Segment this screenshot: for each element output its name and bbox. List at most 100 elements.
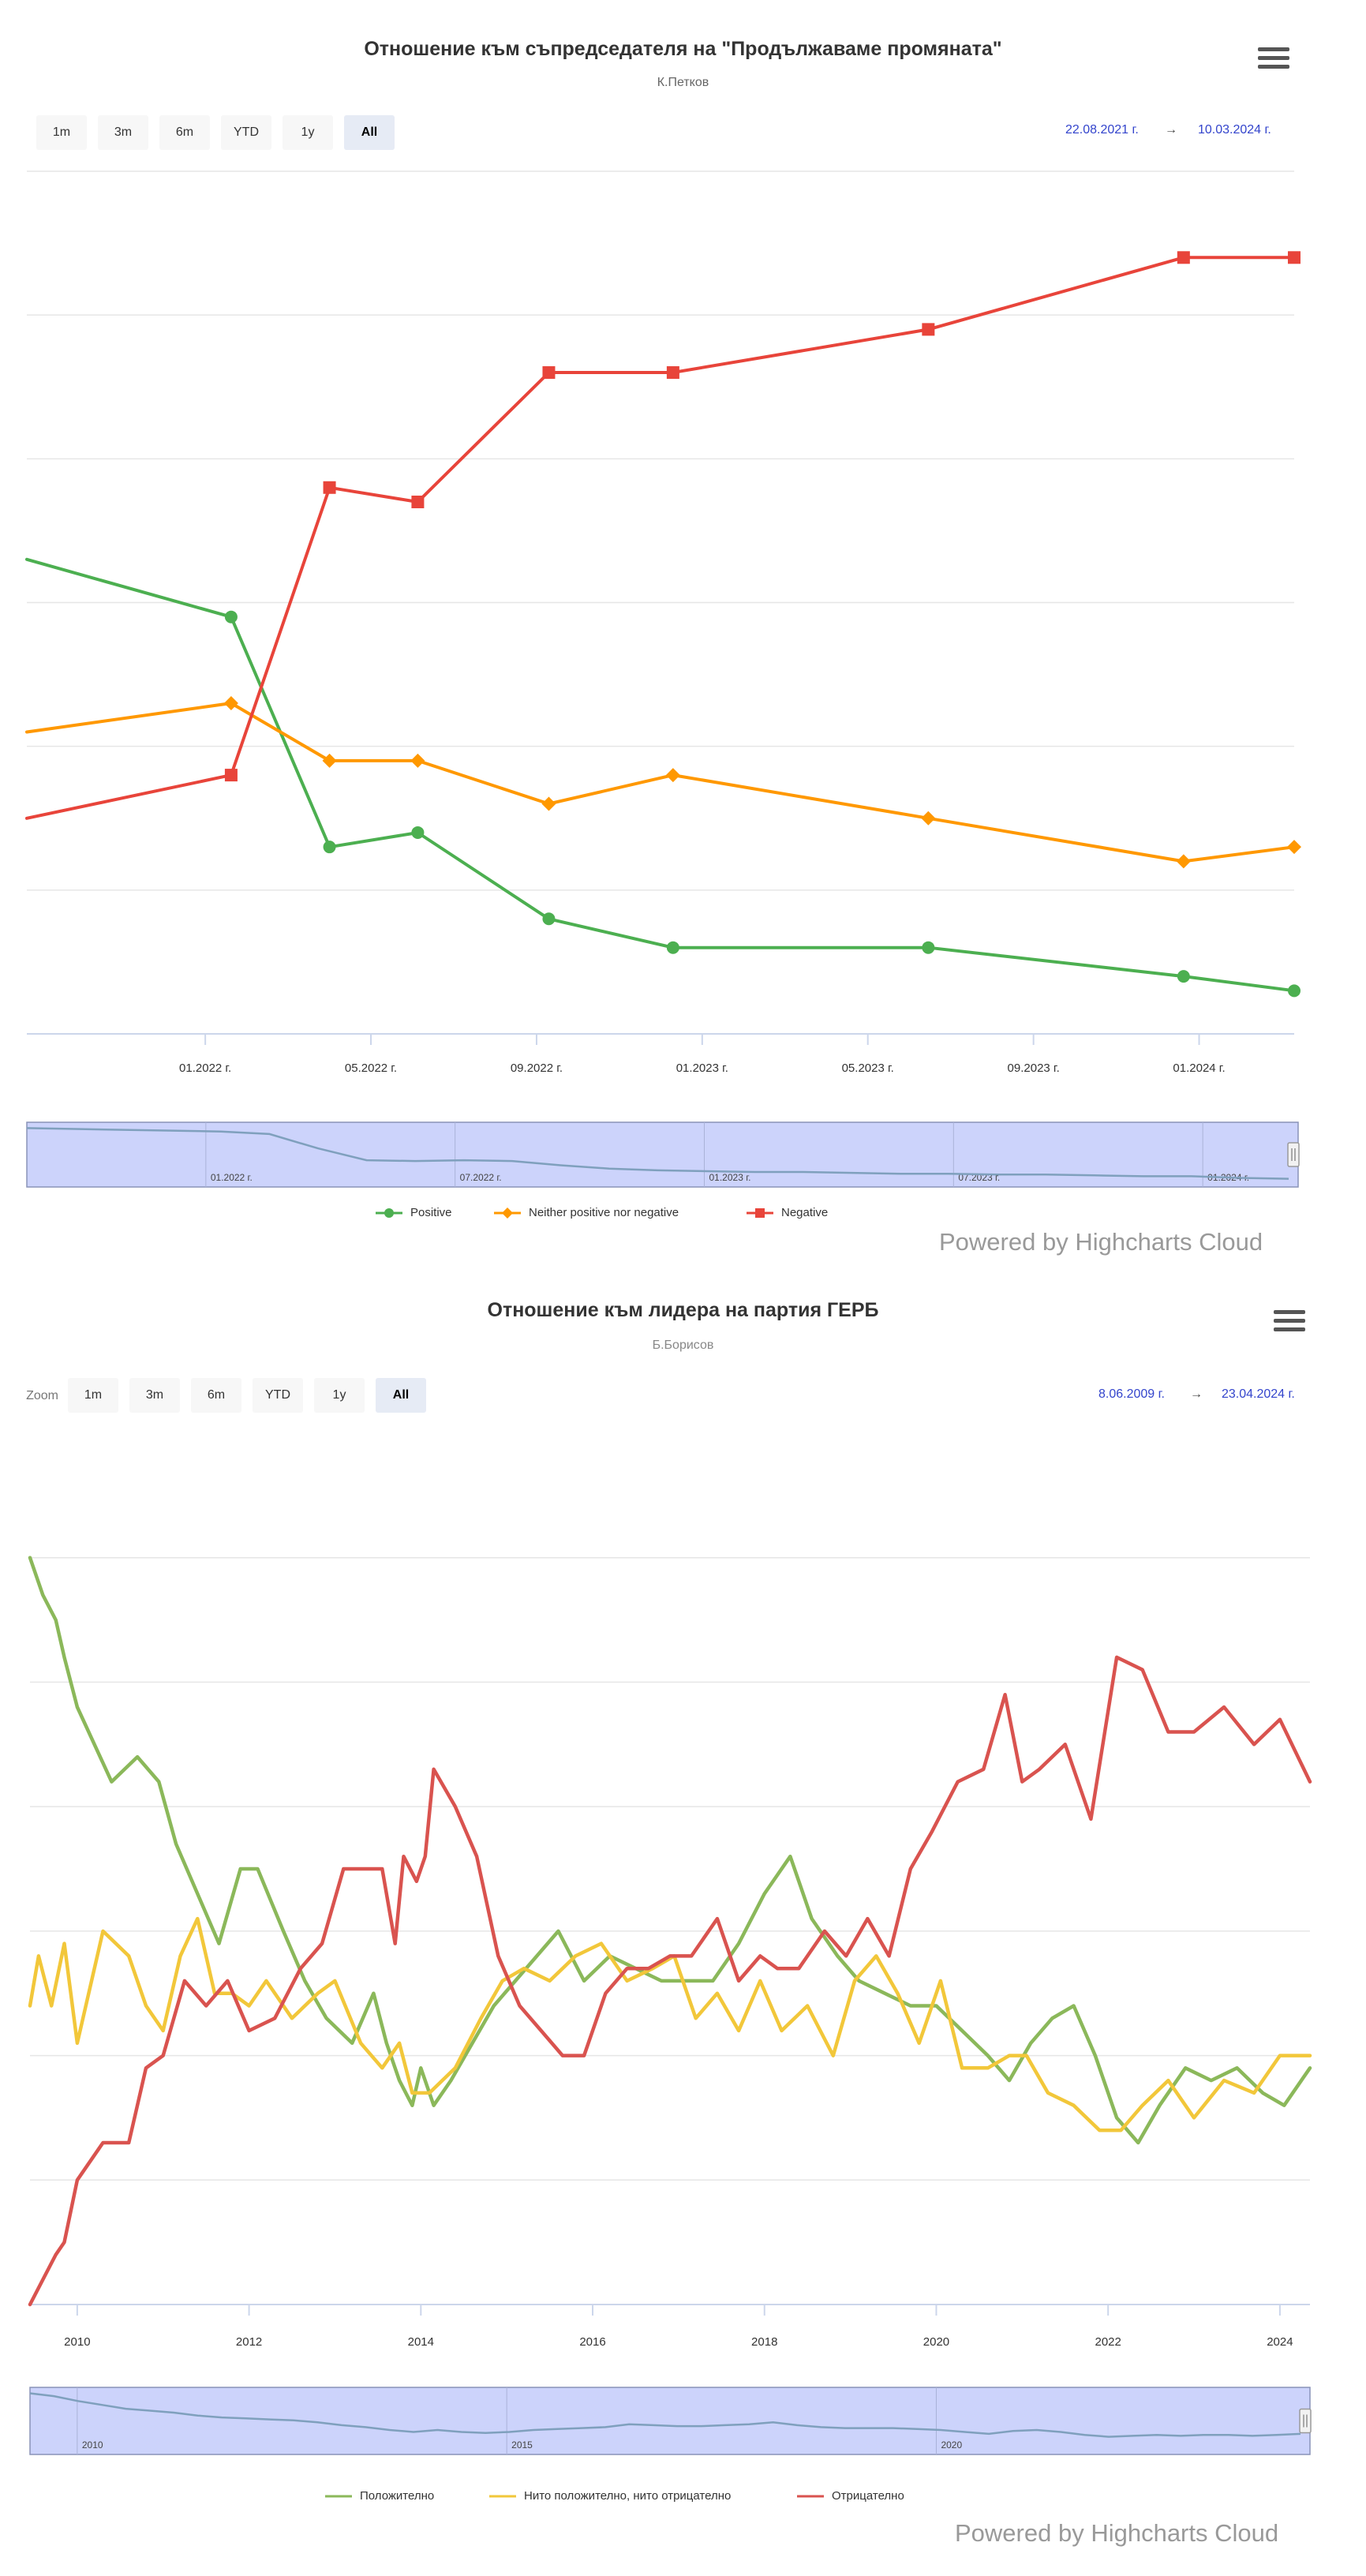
data-point	[323, 481, 336, 494]
data-point	[411, 826, 425, 839]
navigator-handle	[1299, 2408, 1312, 2434]
legend-item-neutral[interactable]: Нито положително, нито отрицателно	[489, 2489, 731, 2513]
data-point	[921, 811, 936, 826]
hamburger-menu-icon[interactable]	[1274, 1310, 1305, 1335]
legend-label: Отрицателно	[832, 2489, 904, 2503]
powered-by-link[interactable]: Powered by Highcharts Cloud	[955, 2519, 1279, 2547]
legend-item-negative[interactable]: Negative	[747, 1206, 828, 1230]
data-point	[322, 753, 337, 768]
data-point	[922, 941, 935, 954]
date-to-input[interactable]: 10.03.2024 г.	[1198, 123, 1271, 137]
navigator-series	[29, 2392, 1301, 2438]
data-point	[922, 323, 935, 336]
data-point	[224, 610, 238, 623]
plot-area: 2010 2012 2014 2016 2018 2020 2022 2024 2010 2015…	[28, 1556, 1312, 2455]
navigator-handle	[1287, 1142, 1300, 1167]
series-line-1	[28, 1916, 1312, 2132]
data-point	[542, 912, 556, 926]
data-point	[1287, 840, 1301, 855]
powered-by-link[interactable]: Powered by Highcharts Cloud	[939, 1228, 1263, 1256]
x-tick-label: 01.2024 г.	[1173, 1061, 1225, 1075]
range-button-1y[interactable]: 1y	[283, 115, 333, 150]
plot-area: 01.2022 г. 05.2022 г. 09.2022 г. 01.2023 г.…	[25, 170, 1301, 1188]
data-point	[1177, 970, 1190, 983]
range-button-6m[interactable]: 6m	[159, 115, 210, 150]
range-button-3m[interactable]: 3m	[129, 1378, 180, 1413]
x-tick-label: 2016	[579, 2335, 605, 2349]
legend-label: Положително	[360, 2489, 435, 2503]
date-to-input[interactable]: 23.04.2024 г.	[1222, 1387, 1295, 1401]
data-point	[1288, 251, 1301, 264]
navigator-label: 2010	[82, 2439, 103, 2451]
legend-item-negative[interactable]: Отрицателно	[797, 2489, 904, 2513]
x-tick-label: 2024	[1267, 2335, 1293, 2349]
range-button-1m[interactable]: 1m	[68, 1378, 118, 1413]
zoom-label: Zoom	[26, 1389, 58, 1402]
x-tick-label: 2018	[751, 2335, 777, 2349]
legend-label: Negative	[781, 1206, 829, 1219]
data-point	[541, 796, 556, 811]
range-button-all[interactable]: All	[344, 115, 395, 150]
range-button-all[interactable]: All	[376, 1378, 426, 1413]
data-point	[666, 941, 679, 954]
series-line-2	[25, 256, 1296, 820]
chart-title: Отношение към съпредседателя на "Продълж…	[364, 38, 1002, 60]
chart-subtitle: Б.Борисов	[652, 1339, 714, 1352]
legend-item-positive[interactable]: Positive	[376, 1206, 452, 1230]
data-point	[665, 768, 680, 783]
range-button-6m[interactable]: 6m	[191, 1378, 241, 1413]
hamburger-menu-icon[interactable]	[1258, 47, 1289, 73]
series-line-0	[28, 1556, 1312, 2145]
chart-panel-borisov: Отношение към лидера на партия ГЕРБ Б.Бо…	[0, 1279, 1366, 2576]
x-tick-label: 2014	[408, 2335, 434, 2349]
range-button-ytd[interactable]: YTD	[253, 1378, 303, 1413]
range-button-1y[interactable]: 1y	[314, 1378, 365, 1413]
x-tick-label: 05.2023 г.	[842, 1061, 894, 1075]
date-from-input[interactable]: 22.08.2021 г.	[1065, 123, 1139, 137]
legend-item-positive[interactable]: Положително	[325, 2489, 434, 2513]
data-point	[323, 841, 336, 854]
data-point	[411, 495, 425, 508]
data-point	[1177, 251, 1190, 264]
range-button-3m[interactable]: 3m	[98, 115, 148, 150]
x-tick-label: 2012	[236, 2335, 262, 2349]
navigator-label: 01.2023 г.	[709, 1172, 750, 1183]
date-separator: →	[1165, 123, 1177, 137]
legend: Положително Нито положително, нито отриц…	[0, 2489, 1366, 2513]
data-point	[1288, 984, 1301, 998]
legend-label: Positive	[410, 1206, 452, 1219]
navigator-series	[26, 1127, 1289, 1180]
legend-label: Neither positive nor negative	[529, 1206, 679, 1219]
navigator-mask	[29, 2387, 1311, 2455]
date-separator: →	[1190, 1387, 1203, 1401]
x-tick-label: 05.2022 г.	[345, 1061, 397, 1075]
navigator-label: 01.2022 г.	[211, 1172, 253, 1183]
navigator-label: 2020	[941, 2439, 962, 2451]
x-tick-label: 01.2023 г.	[676, 1061, 728, 1075]
data-point	[410, 753, 425, 768]
range-button-ytd[interactable]: YTD	[221, 115, 271, 150]
data-point	[223, 696, 238, 711]
x-tick-label: 2022	[1095, 2335, 1121, 2349]
navigator-label: 07.2022 г.	[460, 1172, 502, 1183]
series-line-2	[28, 1655, 1312, 2307]
chart-panel-petkov: Отношение към съпредседателя на "Продълж…	[0, 0, 1366, 1279]
navigator-label: 2015	[511, 2439, 533, 2451]
x-tick-label: 2020	[923, 2335, 949, 2349]
date-from-input[interactable]: 8.06.2009 г.	[1098, 1387, 1165, 1401]
series-line-0	[25, 557, 1296, 993]
legend-item-neutral[interactable]: Neither positive nor negative	[494, 1206, 679, 1230]
data-point	[542, 366, 556, 380]
x-tick-label: 09.2023 г.	[1008, 1061, 1060, 1075]
series-line-1	[25, 702, 1296, 863]
data-point	[1176, 854, 1191, 869]
legend: Positive Neither positive nor negative N…	[0, 1206, 1366, 1230]
range-button-1m[interactable]: 1m	[36, 115, 87, 150]
x-tick-label: 09.2022 г.	[511, 1061, 563, 1075]
data-point	[224, 769, 238, 782]
legend-label: Нито положително, нито отрицателно	[524, 2489, 732, 2503]
x-tick-label: 01.2022 г.	[179, 1061, 231, 1075]
chart-subtitle: К.Петков	[657, 76, 709, 89]
chart-title: Отношение към лидера на партия ГЕРБ	[487, 1299, 879, 1321]
data-point	[666, 366, 679, 380]
